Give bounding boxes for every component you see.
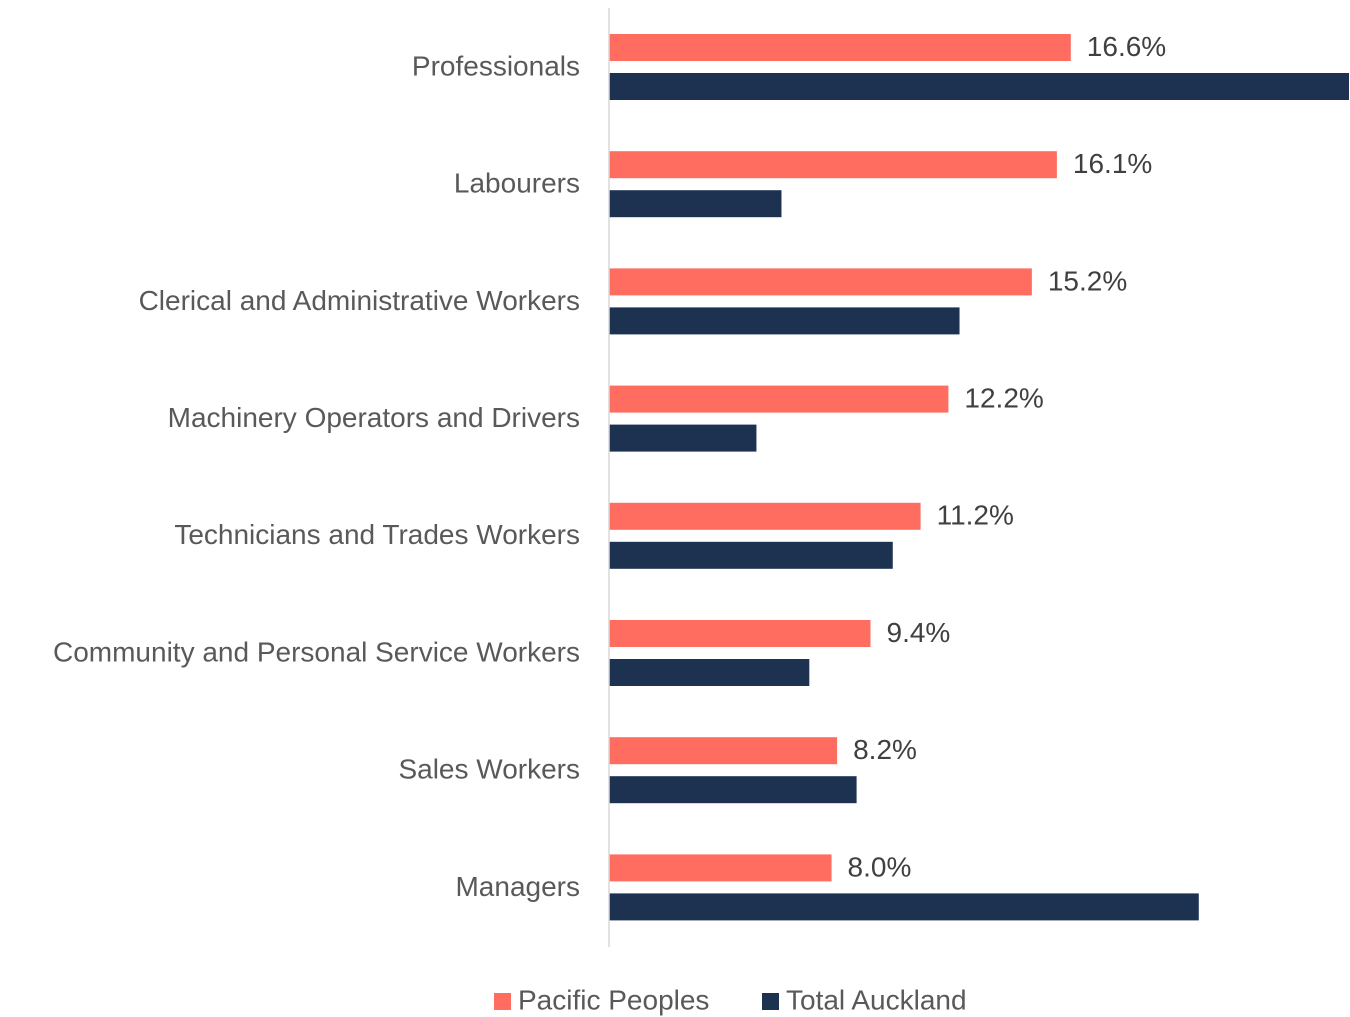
bar [609,385,949,413]
bar [609,73,1349,100]
value-label: 12.2% [964,382,1043,413]
category-label: Labourers [454,168,580,199]
category-label: Sales Workers [398,754,580,785]
category-label: Managers [455,871,580,902]
category-label: Community and Personal Service Workers [53,636,580,667]
bar [609,854,832,882]
legend-swatch [762,993,779,1010]
bar [609,659,810,686]
value-label: 15.2% [1048,265,1127,296]
bar [609,424,757,452]
category-label: Professionals [412,50,580,81]
category-label: Clerical and Administrative Workers [139,285,580,316]
value-label: 9.4% [887,617,951,648]
category-label: Machinery Operators and Drivers [168,402,580,433]
bar [609,776,857,804]
value-label: 16.6% [1087,31,1166,62]
bar [609,502,921,530]
bar [609,307,960,335]
bar [609,541,893,569]
bar [609,893,1199,921]
value-label: 8.2% [853,734,917,765]
bar [609,737,838,765]
category-label: Technicians and Trades Workers [174,519,580,550]
legend-label: Total Auckland [786,984,967,1015]
bar [609,620,871,647]
legend-swatch [494,993,511,1010]
bar [609,34,1071,61]
bar [609,151,1057,179]
legend-label: Pacific Peoples [518,984,709,1015]
bar [609,190,782,218]
value-label: 11.2% [937,500,1014,531]
value-label: 16.1% [1073,148,1152,179]
value-label: 8.0% [848,851,912,882]
bar [609,268,1032,296]
